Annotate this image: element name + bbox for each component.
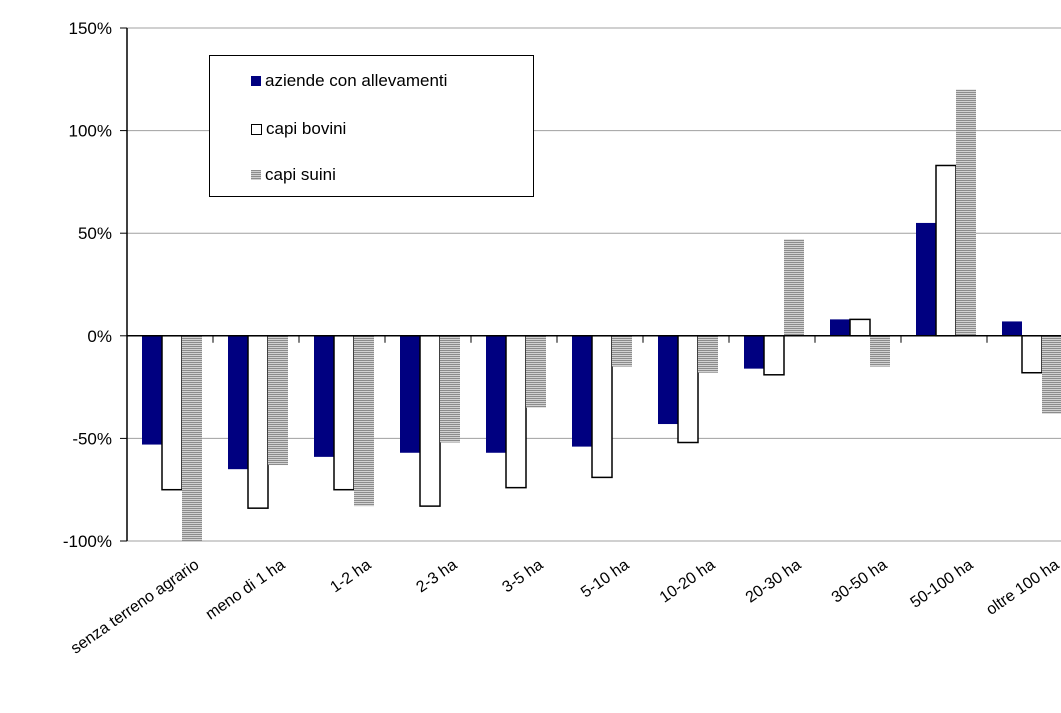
- axes: [120, 27, 1061, 542]
- bar-aziende: [1002, 321, 1022, 336]
- bar-capi-suini: [1042, 335, 1061, 414]
- bar-capi-bovini: [763, 335, 785, 376]
- legend-label: aziende con allevamenti: [265, 71, 448, 90]
- legend-swatch: [251, 170, 261, 180]
- bar-aziende: [400, 335, 420, 453]
- x-tick-label: 5-10 ha: [578, 556, 632, 601]
- x-tick-label: 20-30 ha: [743, 556, 805, 606]
- bar-aziende: [314, 335, 334, 457]
- x-tick-label: meno di 1 ha: [203, 556, 289, 623]
- bar-aziende: [486, 335, 506, 453]
- x-tick-label: 1-2 ha: [327, 556, 374, 596]
- x-tick-label: 3-5 ha: [499, 556, 546, 596]
- y-tick-label: -100%: [63, 532, 112, 551]
- bar-capi-bovini: [161, 335, 183, 491]
- x-tick-label: 10-20 ha: [657, 556, 719, 606]
- x-tick-label: senza terreno agrario: [68, 556, 202, 657]
- bar-capi-suini: [440, 335, 460, 443]
- legend-item-bovini: capi bovini: [251, 117, 346, 141]
- legend-swatch: [251, 76, 261, 86]
- bar-aziende: [916, 222, 936, 336]
- bar-aziende: [572, 335, 592, 447]
- bar-capi-bovini: [419, 335, 441, 507]
- y-tick-label: 50%: [78, 224, 112, 243]
- bar-aziende: [830, 319, 850, 336]
- legend-label: capi suini: [265, 165, 336, 184]
- x-tick-label: 50-100 ha: [908, 556, 977, 611]
- x-tick-label: oltre 100 ha: [983, 556, 1061, 618]
- bar-capi-bovini: [333, 335, 355, 491]
- y-tick-label: -50%: [72, 429, 112, 448]
- bar-capi-suini: [354, 335, 374, 507]
- bar-capi-bovini: [677, 335, 699, 444]
- bar-capi-bovini: [247, 335, 269, 509]
- bar-capi-suini: [268, 335, 288, 466]
- bar-capi-bovini: [849, 318, 871, 337]
- bar-capi-suini: [182, 335, 202, 541]
- bar-capi-bovini: [935, 164, 957, 337]
- legend-item-suini: capi suini: [251, 163, 336, 187]
- bar-capi-suini: [870, 335, 890, 367]
- legend-label: capi bovini: [266, 119, 347, 138]
- bars: [142, 89, 1061, 541]
- legend-swatch: [251, 123, 262, 135]
- y-tick-label: 100%: [69, 122, 112, 141]
- bar-capi-bovini: [591, 335, 613, 479]
- bar-aziende: [744, 335, 764, 369]
- y-tick-label: 150%: [69, 19, 112, 38]
- legend-item-aziende: aziende con allevamenti: [251, 69, 447, 93]
- bar-capi-suini: [526, 335, 546, 408]
- legend: aziende con allevamenti capi bovini capi…: [209, 55, 534, 197]
- x-tick-label: 30-50 ha: [829, 556, 891, 606]
- bar-capi-suini: [612, 335, 632, 367]
- bar-capi-bovini: [505, 335, 527, 489]
- bar-capi-suini: [784, 239, 804, 336]
- bar-aziende: [142, 335, 162, 445]
- bar-aziende: [228, 335, 248, 470]
- bar-capi-suini: [698, 335, 718, 373]
- x-tick-label: 2-3 ha: [413, 556, 460, 596]
- bar-aziende: [658, 335, 678, 425]
- y-tick-label: 0%: [87, 327, 112, 346]
- bar-capi-bovini: [1021, 335, 1043, 374]
- bar-capi-suini: [956, 89, 976, 336]
